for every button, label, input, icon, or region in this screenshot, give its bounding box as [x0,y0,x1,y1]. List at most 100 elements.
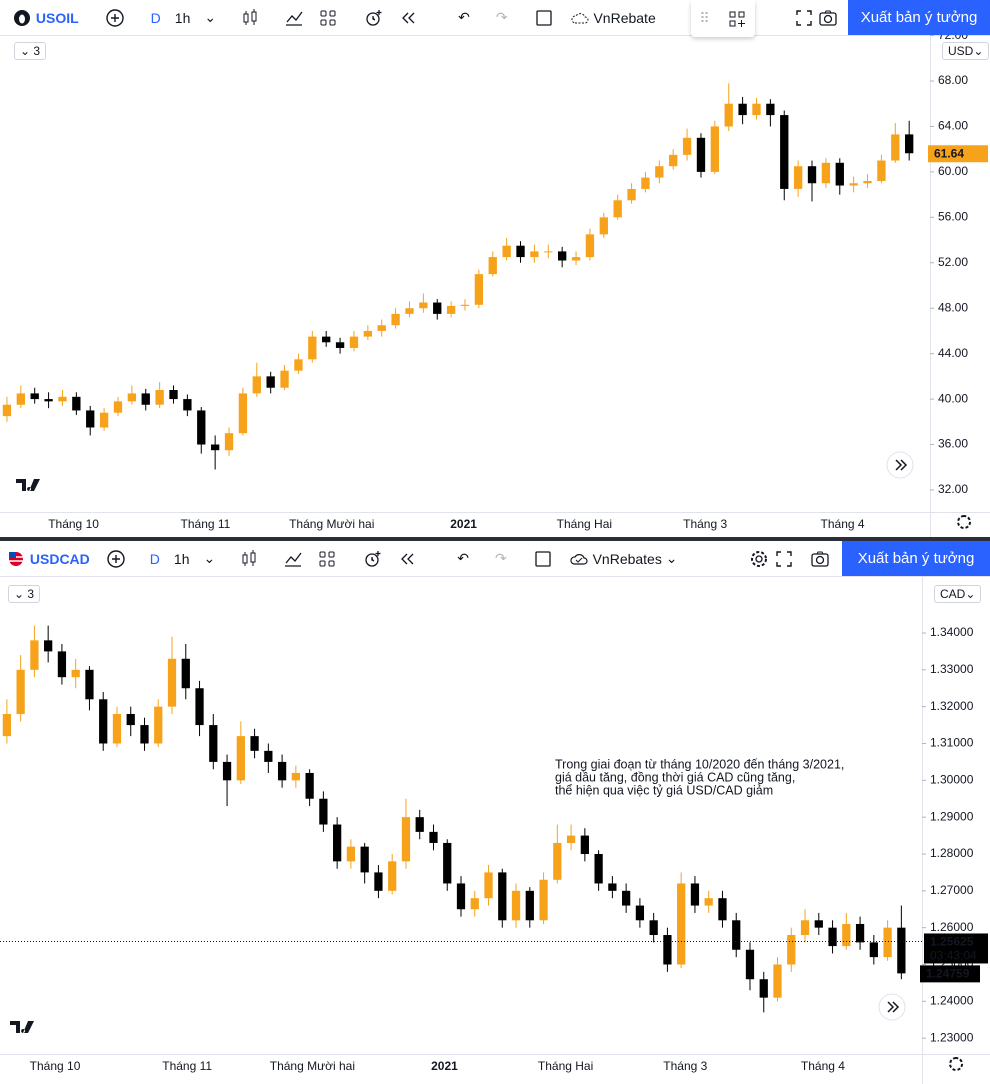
candle-body [566,835,576,843]
icon [796,9,812,26]
symbol[interactable]: USOIL [12,8,79,28]
symbol[interactable]: USDCAD [6,549,90,569]
x-tick-label: 2021 [431,1059,458,1073]
add-symbol[interactable] [105,8,125,28]
candle-body [511,890,521,921]
fullscreen-box[interactable] [533,549,553,569]
redo[interactable]: ↷ [495,9,508,25]
settings-icon[interactable] [957,515,972,529]
publish-button[interactable]: Xuất bản ý tưởng [842,541,990,576]
candle-body [855,923,865,943]
candle-body [682,137,692,155]
candle-body [608,883,617,891]
candle-body [460,304,470,306]
period[interactable]: D [150,9,161,26]
candle-body [280,370,289,388]
candle-body [622,890,631,906]
icon [286,11,303,26]
cloud-icon [571,12,589,23]
period[interactable]: D [149,550,160,567]
last-price-box [920,965,980,983]
interval[interactable]: 1h [174,9,191,26]
template[interactable]: VnRebates ⌄ [569,549,677,569]
candle-body [649,920,658,936]
candle-body [308,336,317,360]
indicator-toggle[interactable]: ⌄ 3 [8,585,41,603]
icon [776,550,792,567]
icon [751,550,767,567]
undo[interactable]: ↶ [458,9,470,25]
icon [366,9,382,26]
fullscreen[interactable] [774,549,794,569]
scroll-right[interactable] [878,993,906,1021]
candle-body [669,154,678,167]
indicator-toggle[interactable]: ⌄ 3 [14,42,47,60]
x-tick-label: Tháng 4 [801,1059,845,1073]
y-tick-label: 32.00 [938,482,968,496]
publish-button[interactable]: Xuất bản ý tưởng [848,0,990,35]
layout-icon[interactable] [317,549,337,569]
candle-body [814,920,823,928]
icon [319,551,335,566]
candle-body [488,257,497,275]
indicators-icon[interactable] [283,549,303,569]
snapshot[interactable] [818,8,838,28]
x-tick-label: Tháng 11 [181,517,231,531]
alert-icon[interactable] [363,549,383,569]
candle-body [85,669,94,700]
candles-icon[interactable] [240,8,260,28]
fullscreen-box[interactable] [534,8,554,28]
last-price-label: 1.24759 [926,967,970,981]
undo[interactable]: ↶ [457,550,469,566]
x-tick-label: Tháng 3 [683,517,727,531]
x-tick-label: Tháng Mười hai [289,517,374,531]
scale-unit[interactable]: USD⌄ [942,42,990,60]
candle-body [433,302,442,314]
fullscreen[interactable] [794,8,814,28]
indicators-icon[interactable] [284,8,304,28]
template[interactable]: VnRebate [570,8,656,28]
candle-body [360,846,369,873]
layout-icon[interactable] [318,8,338,28]
scroll-right[interactable] [886,451,914,479]
x-tick-label: Tháng Hai [557,517,612,531]
price-label: 1.25625 [930,935,974,949]
interval-caret[interactable]: ⌄ [203,550,216,566]
candle-body [558,251,567,261]
interval-caret[interactable]: ⌄ [204,9,217,25]
toolbar: USOIL D 1h ⌄ ↶ ↷ VnRebate ⠿ Xuất bản ý t… [0,0,990,37]
replay-icon[interactable] [398,8,418,28]
candle-body [544,251,553,253]
candle-body [252,376,261,394]
candle-body [793,166,803,189]
candles-icon[interactable] [239,549,259,569]
interval[interactable]: 1h [173,550,190,567]
scroll-right-icon [887,1001,900,1013]
candle-body [222,761,232,781]
x-tick-label: Tháng Mười hai [270,1059,355,1073]
panel-usoil: USOIL D 1h ⌄ ↶ ↷ VnRebate ⠿ Xuất bản ý t… [0,0,990,537]
candle-body [807,166,817,184]
replay-icon[interactable] [397,549,417,569]
settings-icon[interactable] [949,1057,964,1071]
candle-body [167,658,177,707]
settings[interactable] [749,549,769,569]
candle-body [169,389,178,400]
y-tick-label: 48.00 [938,300,968,314]
alert-icon[interactable] [364,8,384,28]
candle-body [377,325,386,331]
candle-body [183,399,192,411]
floating-toolbar[interactable]: ⠿ [691,0,755,37]
chart: 32.00 36.00 40.00 44.00 48.00 52.00 56.00 60.00… [0,35,990,537]
candle-body [627,188,636,201]
last-price-box [928,145,988,163]
candle-body [738,103,747,116]
snapshot[interactable] [810,549,830,569]
y-tick-label: 1.32000 [930,699,974,713]
add-symbol[interactable] [106,549,126,569]
redo[interactable]: ↷ [494,550,507,566]
x-tick-label: Tháng 10 [48,517,99,531]
scale-unit[interactable]: CAD⌄ [934,585,982,603]
candle-body [516,245,525,258]
